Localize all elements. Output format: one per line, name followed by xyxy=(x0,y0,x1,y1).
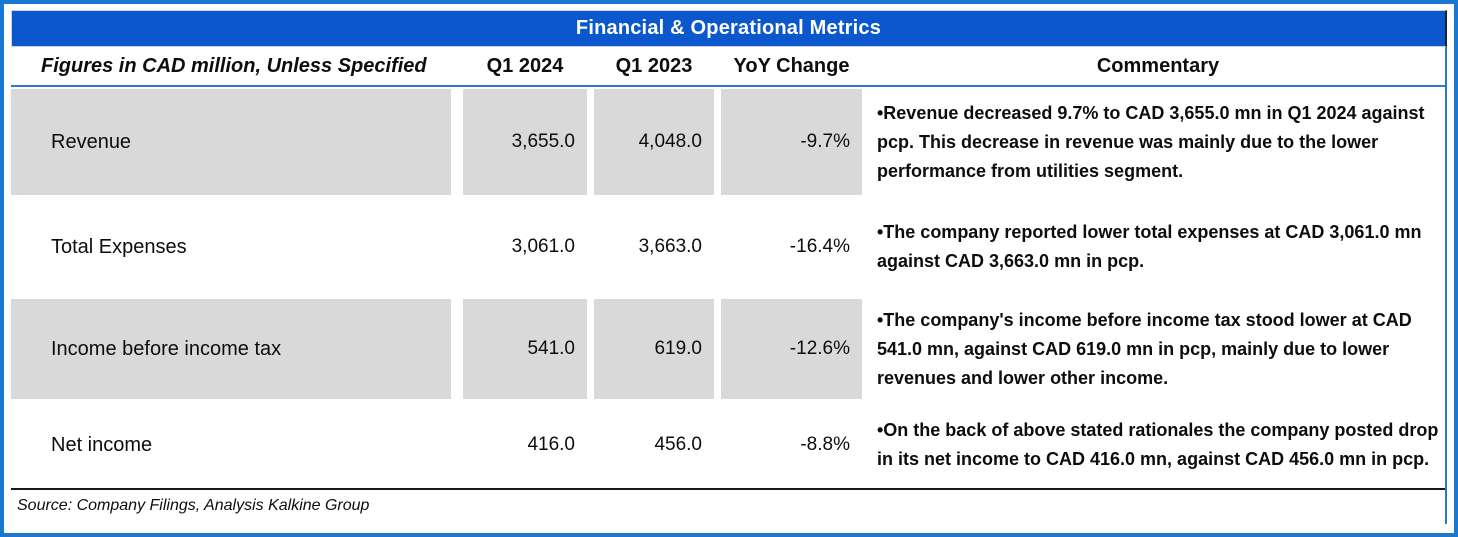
table-content: Figures in CAD million, Unless Specified… xyxy=(11,47,1447,524)
value-yoy-change: -16.4% xyxy=(789,236,850,257)
value-yoy-change: -8.8% xyxy=(800,434,850,455)
value-q1-2024: 3,655.0 xyxy=(463,89,587,195)
metric-label: Total Expenses xyxy=(51,235,187,258)
metric-label: Income before income tax xyxy=(11,299,451,399)
metric-label: Net income xyxy=(51,433,153,456)
column-header-q1-2024: Q1 2024 xyxy=(486,54,564,77)
commentary-text: •On the back of above stated rationales … xyxy=(877,420,1439,469)
value-q1-2024: 3,061.0 xyxy=(511,236,575,257)
table-row: Total Expenses 3,061.0 3,663.0 -16.4% •T… xyxy=(11,198,1445,296)
source-text: Source: Company Filings, Analysis Kalkin… xyxy=(17,497,370,514)
column-header-yoy-change: YoY Change xyxy=(733,54,850,77)
table-row: Income before income tax 541.0 619.0 -12… xyxy=(11,299,1445,399)
column-header-q1-2023: Q1 2023 xyxy=(615,54,693,77)
column-header-figures: Figures in CAD million, Unless Specified xyxy=(41,54,427,77)
value-q1-2024: 541.0 xyxy=(463,299,587,399)
metric-label: Revenue xyxy=(11,89,451,195)
source-row: Source: Company Filings, Analysis Kalkin… xyxy=(11,488,1445,524)
table-row: Net income 416.0 456.0 -8.8% •On the bac… xyxy=(11,402,1445,488)
table-title-bar: Financial & Operational Metrics xyxy=(11,10,1447,47)
value-yoy-change: -9.7% xyxy=(721,89,862,195)
table-title: Financial & Operational Metrics xyxy=(575,17,882,39)
value-yoy-change: -12.6% xyxy=(721,299,862,399)
table-header-row: Figures in CAD million, Unless Specified… xyxy=(11,47,1445,87)
commentary-text: •The company's income before income tax … xyxy=(877,309,1412,388)
commentary-text: •Revenue decreased 9.7% to CAD 3,655.0 m… xyxy=(877,102,1425,181)
value-q1-2023: 4,048.0 xyxy=(594,89,714,195)
table-row: Revenue 3,655.0 4,048.0 -9.7% •Revenue d… xyxy=(11,89,1445,195)
value-q1-2023: 456.0 xyxy=(654,434,702,455)
commentary-text: •The company reported lower total expens… xyxy=(877,222,1422,271)
column-header-commentary: Commentary xyxy=(1096,54,1220,77)
value-q1-2023: 3,663.0 xyxy=(638,236,702,257)
value-q1-2024: 416.0 xyxy=(527,434,575,455)
value-q1-2023: 619.0 xyxy=(594,299,714,399)
table-body: Revenue 3,655.0 4,048.0 -9.7% •Revenue d… xyxy=(11,87,1445,488)
